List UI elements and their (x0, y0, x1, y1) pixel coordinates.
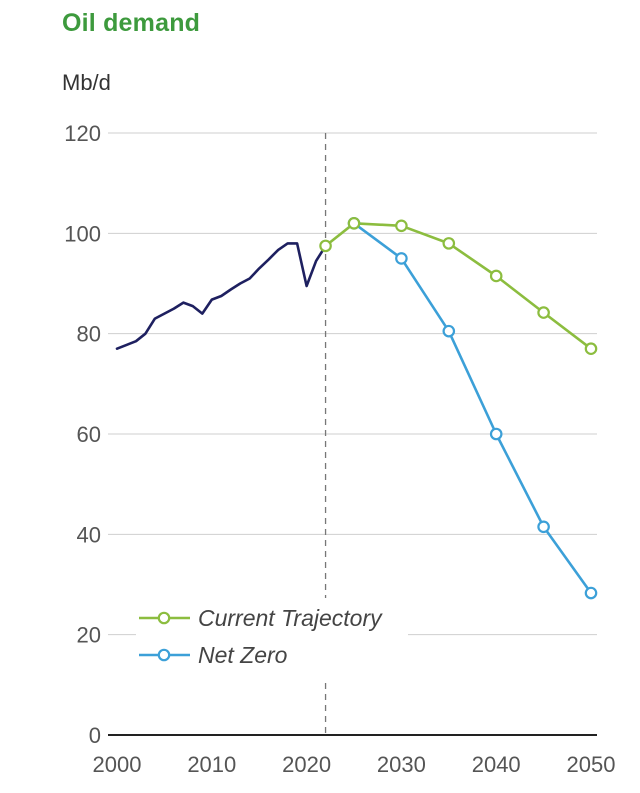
current-trajectory-point (442, 237, 456, 250)
legend-current-trajectory-swatch-marker (157, 611, 171, 625)
current-trajectory-point (395, 219, 408, 233)
net-zero-point (584, 586, 598, 600)
net-zero-point (442, 324, 456, 338)
y-tick-label: 0 (89, 723, 101, 748)
chart-title: Oil demand (62, 9, 201, 37)
legend-net-zero-label: Net Zero (198, 642, 288, 668)
y-axis-unit-label: Mb/d (62, 70, 111, 95)
net-zero-point (489, 427, 503, 441)
historical-line (115, 242, 327, 351)
legend-background (136, 598, 408, 678)
y-tick-label: 80 (77, 322, 101, 347)
current-trajectory-point (584, 342, 598, 356)
x-tick-label: 2010 (187, 752, 236, 777)
net-zero-line (352, 222, 593, 595)
x-tick-label: 2030 (377, 752, 426, 777)
net-zero-point (537, 520, 550, 534)
current-trajectory-line (324, 222, 593, 351)
current-trajectory-point (347, 217, 361, 230)
y-tick-label: 100 (64, 221, 101, 246)
current-trajectory-point (489, 269, 503, 283)
legend-current-trajectory-label: Current Trajectory (198, 605, 383, 631)
y-tick-label: 20 (77, 623, 101, 648)
current-trajectory-point (319, 239, 332, 253)
net-zero-point (395, 252, 408, 265)
current-trajectory-point (537, 306, 550, 319)
grid-lines (108, 132, 597, 736)
x-tick-label: 2050 (567, 752, 616, 777)
x-tick-label: 2040 (472, 752, 521, 777)
y-tick-label: 120 (64, 121, 101, 146)
y-tick-label: 40 (77, 522, 101, 547)
legend: Current Trajectory Net Zero (136, 598, 408, 678)
x-tick-label: 2000 (93, 752, 142, 777)
series-lines (115, 217, 598, 600)
legend-net-zero-swatch-marker (157, 648, 171, 662)
x-tick-label: 2020 (282, 752, 331, 777)
y-tick-label: 60 (77, 422, 101, 447)
